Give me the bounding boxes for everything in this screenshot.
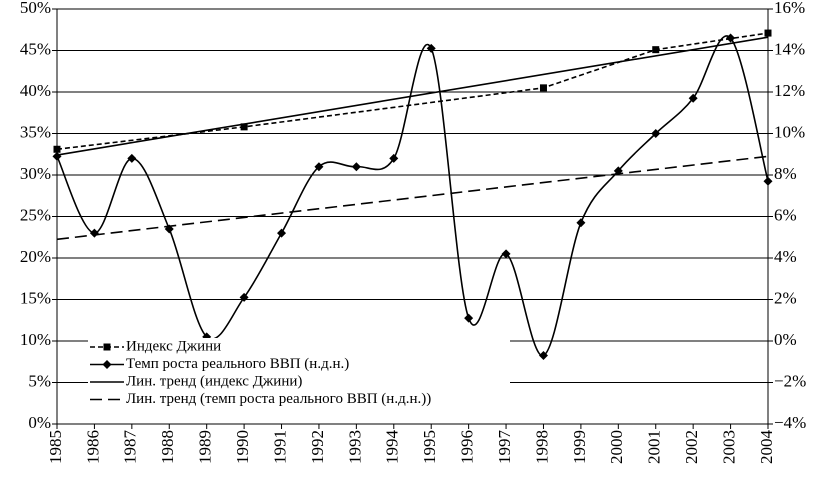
series-line	[56, 36, 769, 156]
marker	[89, 228, 99, 238]
legend-box	[88, 338, 510, 410]
x-tick-label: 2000	[607, 430, 626, 464]
x-tick-label: 1997	[495, 430, 514, 465]
x-tick-label: 1994	[383, 430, 402, 465]
y2-tick-label: 14%	[774, 39, 805, 58]
y-tick-label: 50%	[20, 0, 51, 17]
marker	[763, 176, 773, 186]
x-tick-label: 1993	[345, 430, 364, 464]
x-tick-label: 2001	[645, 430, 664, 464]
marker	[102, 360, 112, 369]
marker	[538, 351, 548, 361]
marker	[314, 162, 324, 172]
marker	[726, 33, 736, 43]
marker	[239, 292, 249, 302]
x-tick-label: 1998	[532, 430, 551, 464]
x-tick-label: 2002	[682, 430, 701, 464]
marker	[688, 93, 698, 103]
y2-tick-label: 4%	[774, 247, 797, 266]
x-tick-label: 1985	[46, 430, 65, 464]
y2-tick-label: 10%	[774, 122, 805, 141]
x-tick-label: 1988	[158, 430, 177, 464]
marker	[52, 151, 62, 161]
y2-tick-label: 12%	[774, 81, 805, 100]
y2-tick-label: 0%	[774, 330, 797, 349]
y-tick-label: 35%	[20, 122, 51, 141]
y-tick-label: 20%	[20, 247, 51, 266]
x-tick-label: 2003	[719, 430, 738, 464]
legend-label: Темп роста реального ВВП (н.д.н.)	[126, 356, 349, 372]
y-tick-label: 40%	[20, 81, 51, 100]
y-tick-label: 25%	[20, 205, 51, 224]
x-tick-label: 1986	[83, 430, 102, 464]
x-tick-label: 1987	[121, 430, 140, 465]
marker	[651, 129, 661, 138]
x-tick-label: 2004	[757, 430, 776, 465]
legend-label: Индекс Джини	[126, 338, 221, 354]
marker	[464, 313, 474, 323]
marker	[277, 228, 287, 238]
marker	[652, 46, 660, 54]
y-tick-label: 30%	[20, 164, 51, 183]
marker	[389, 153, 399, 163]
marker	[426, 43, 436, 53]
y2-tick-label: 2%	[774, 288, 797, 307]
y-tick-label: 45%	[20, 39, 51, 58]
series-line	[56, 35, 769, 357]
y-tick-label: 10%	[20, 330, 51, 349]
x-tick-label: 1992	[308, 430, 327, 464]
x-tick-label: 1990	[233, 430, 252, 464]
legend-label: Лин. тренд (индекс Джини)	[126, 373, 302, 389]
marker	[103, 343, 111, 351]
y-tick-label: 5%	[28, 371, 51, 390]
legend: Индекс Джини Темп роста реального ВВП (н.…	[88, 338, 510, 410]
marker	[576, 218, 586, 228]
marker	[127, 153, 137, 163]
x-tick-label: 1999	[570, 430, 589, 464]
x-tick-label: 1989	[196, 430, 215, 464]
marker	[501, 249, 511, 259]
x-tick-label: 1995	[420, 430, 439, 464]
x-tick-label: 1991	[270, 430, 289, 464]
y2-tick-label: 6%	[774, 205, 797, 224]
y2-tick-label: −4%	[774, 413, 806, 432]
marker	[539, 84, 547, 92]
marker	[240, 123, 248, 131]
y-tick-label: 15%	[20, 288, 51, 307]
marker	[351, 162, 361, 172]
marker	[764, 29, 772, 37]
legend-label: Лин. тренд (темп роста реального ВВП (н.…	[126, 391, 431, 407]
x-tick-label: 1996	[458, 430, 477, 464]
series-line	[56, 155, 769, 241]
y2-tick-label: −2%	[774, 371, 806, 390]
marker	[53, 145, 61, 153]
y2-tick-label: 16%	[774, 0, 805, 17]
y-tick-label: 0%	[28, 413, 51, 432]
y2-tick-label: 8%	[774, 164, 797, 183]
